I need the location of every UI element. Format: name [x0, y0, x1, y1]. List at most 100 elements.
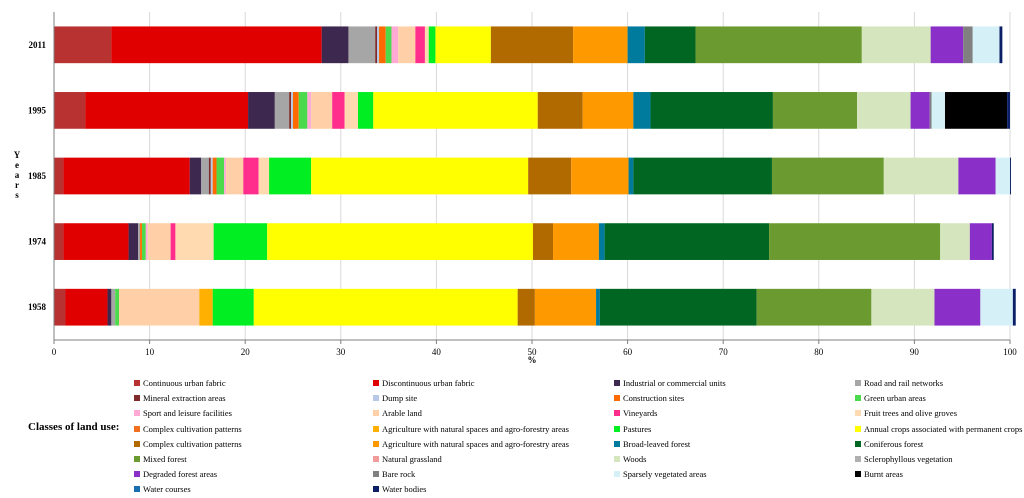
bar-segment	[358, 92, 374, 129]
legend-label: Broad-leaved forest	[623, 438, 691, 449]
x-tick-label: 60	[623, 347, 633, 357]
bar-segment	[208, 157, 211, 195]
y-tick-label: 1995	[28, 105, 47, 115]
bar-segment	[226, 157, 244, 195]
bar-segment	[931, 92, 945, 129]
legend-label: Industrial or commercial units	[623, 378, 726, 388]
legend-title: Classes of land use:	[28, 421, 120, 433]
legend-label: Vineyards	[623, 408, 658, 419]
y-tick-label: 2011	[28, 40, 46, 50]
bar-segment	[212, 288, 254, 326]
x-tick-label: 20	[241, 347, 251, 357]
bar-segment	[537, 92, 583, 129]
bar-segment	[528, 157, 572, 195]
legend-item: Vineyards	[614, 408, 657, 418]
bar-segment	[883, 157, 959, 195]
bar-segment	[424, 26, 429, 64]
bar-segment	[695, 26, 862, 64]
x-tick-label: 70	[719, 347, 729, 357]
legend-label: Complex cultivation patterns	[143, 438, 242, 449]
legend-swatch	[855, 440, 861, 447]
bar-segment	[111, 288, 116, 326]
legend-item: Broad-leaved forest	[614, 439, 690, 449]
legend-label: Green urban areas	[864, 393, 926, 404]
legend-swatch	[134, 380, 140, 387]
legend-label: Continuous urban fabric	[143, 378, 226, 388]
legend-label: Woods	[623, 454, 647, 464]
legend-label: Construction sites	[623, 393, 685, 404]
bar-segment	[321, 26, 349, 64]
legend-swatch	[373, 486, 379, 493]
bar-segment	[63, 157, 190, 195]
bar-segment	[628, 157, 634, 195]
bar-segment	[311, 92, 333, 129]
legend-label: Natural grassland	[382, 454, 442, 464]
bar-segment	[857, 92, 911, 129]
bar-segment	[604, 223, 770, 260]
bar-segment	[553, 223, 599, 260]
legend-item: Complex cultivation patterns	[134, 439, 242, 449]
x-tick-label: 40	[432, 347, 442, 357]
legend-item: Road and rail networks	[855, 378, 943, 388]
legend-item: Woods	[614, 454, 646, 464]
bar-segment	[54, 288, 66, 326]
legend-item: Construction sites	[614, 393, 684, 403]
bar-segment	[910, 92, 930, 129]
bar-segment	[756, 288, 872, 326]
bar-segment	[213, 223, 268, 260]
legend-swatch	[614, 410, 620, 417]
legend-swatch	[855, 471, 861, 478]
y-axis: 2011 1995 1985 1974 1958	[28, 12, 55, 340]
bar-segment	[415, 26, 425, 64]
bar-segment	[85, 92, 249, 129]
x-tick-label: 80	[814, 347, 824, 357]
bar-segment	[141, 223, 146, 260]
legend-label: Road and rail networks	[864, 378, 944, 388]
bar-segment	[428, 26, 436, 64]
legend-label: Water bodies	[382, 484, 427, 495]
legend-swatch	[373, 395, 379, 402]
legend-item: Degraded forest areas	[134, 469, 217, 479]
legend-item: Mineral extraction areas	[134, 393, 226, 403]
bar-segment	[274, 92, 290, 129]
bar-segment	[871, 288, 935, 326]
bar-segment	[189, 157, 202, 195]
bar-segment	[54, 157, 64, 195]
legend-swatch	[855, 425, 861, 432]
bar-segment	[385, 26, 392, 64]
x-axis: 0 10 20 30 40 50 60 70 80 90 100	[52, 339, 1017, 357]
bar-segment	[963, 26, 973, 64]
legend-swatch	[373, 425, 379, 432]
bar-segment	[930, 26, 964, 64]
bars	[54, 26, 1016, 326]
legend-swatch	[373, 380, 379, 387]
bar-segment	[210, 157, 213, 195]
legend-swatch	[373, 471, 379, 478]
legend-item: Green urban areas	[855, 393, 926, 403]
bar-segment	[291, 92, 293, 129]
bar-segment	[1010, 157, 1011, 195]
legend-swatch	[614, 471, 620, 478]
legend-swatch	[614, 425, 620, 432]
legend-swatch	[614, 456, 620, 463]
legend-swatch	[614, 440, 620, 447]
legend-label: Agriculture with natural spaces and agro…	[382, 423, 569, 434]
bar-segment	[633, 157, 772, 195]
bar-segment	[991, 223, 994, 260]
legend-label: Mixed forest	[143, 454, 187, 464]
bar-segment	[944, 92, 1008, 129]
bar-segment	[54, 26, 112, 64]
legend-swatch	[614, 395, 620, 402]
bar-segment	[63, 223, 129, 260]
legend-label: Dump site	[382, 393, 418, 404]
bar-segment	[958, 157, 996, 195]
legend-swatch	[373, 440, 379, 447]
legend-item: Arable land	[373, 408, 422, 418]
legend-label: Fruit trees and olive groves	[864, 408, 958, 419]
legend-label: Pastures	[623, 423, 652, 434]
bar-segment	[995, 157, 1010, 195]
legend-label: Sparsely vegetated areas	[623, 469, 707, 480]
legend-label: Degraded forest areas	[143, 469, 218, 480]
bar-segment	[138, 223, 141, 260]
